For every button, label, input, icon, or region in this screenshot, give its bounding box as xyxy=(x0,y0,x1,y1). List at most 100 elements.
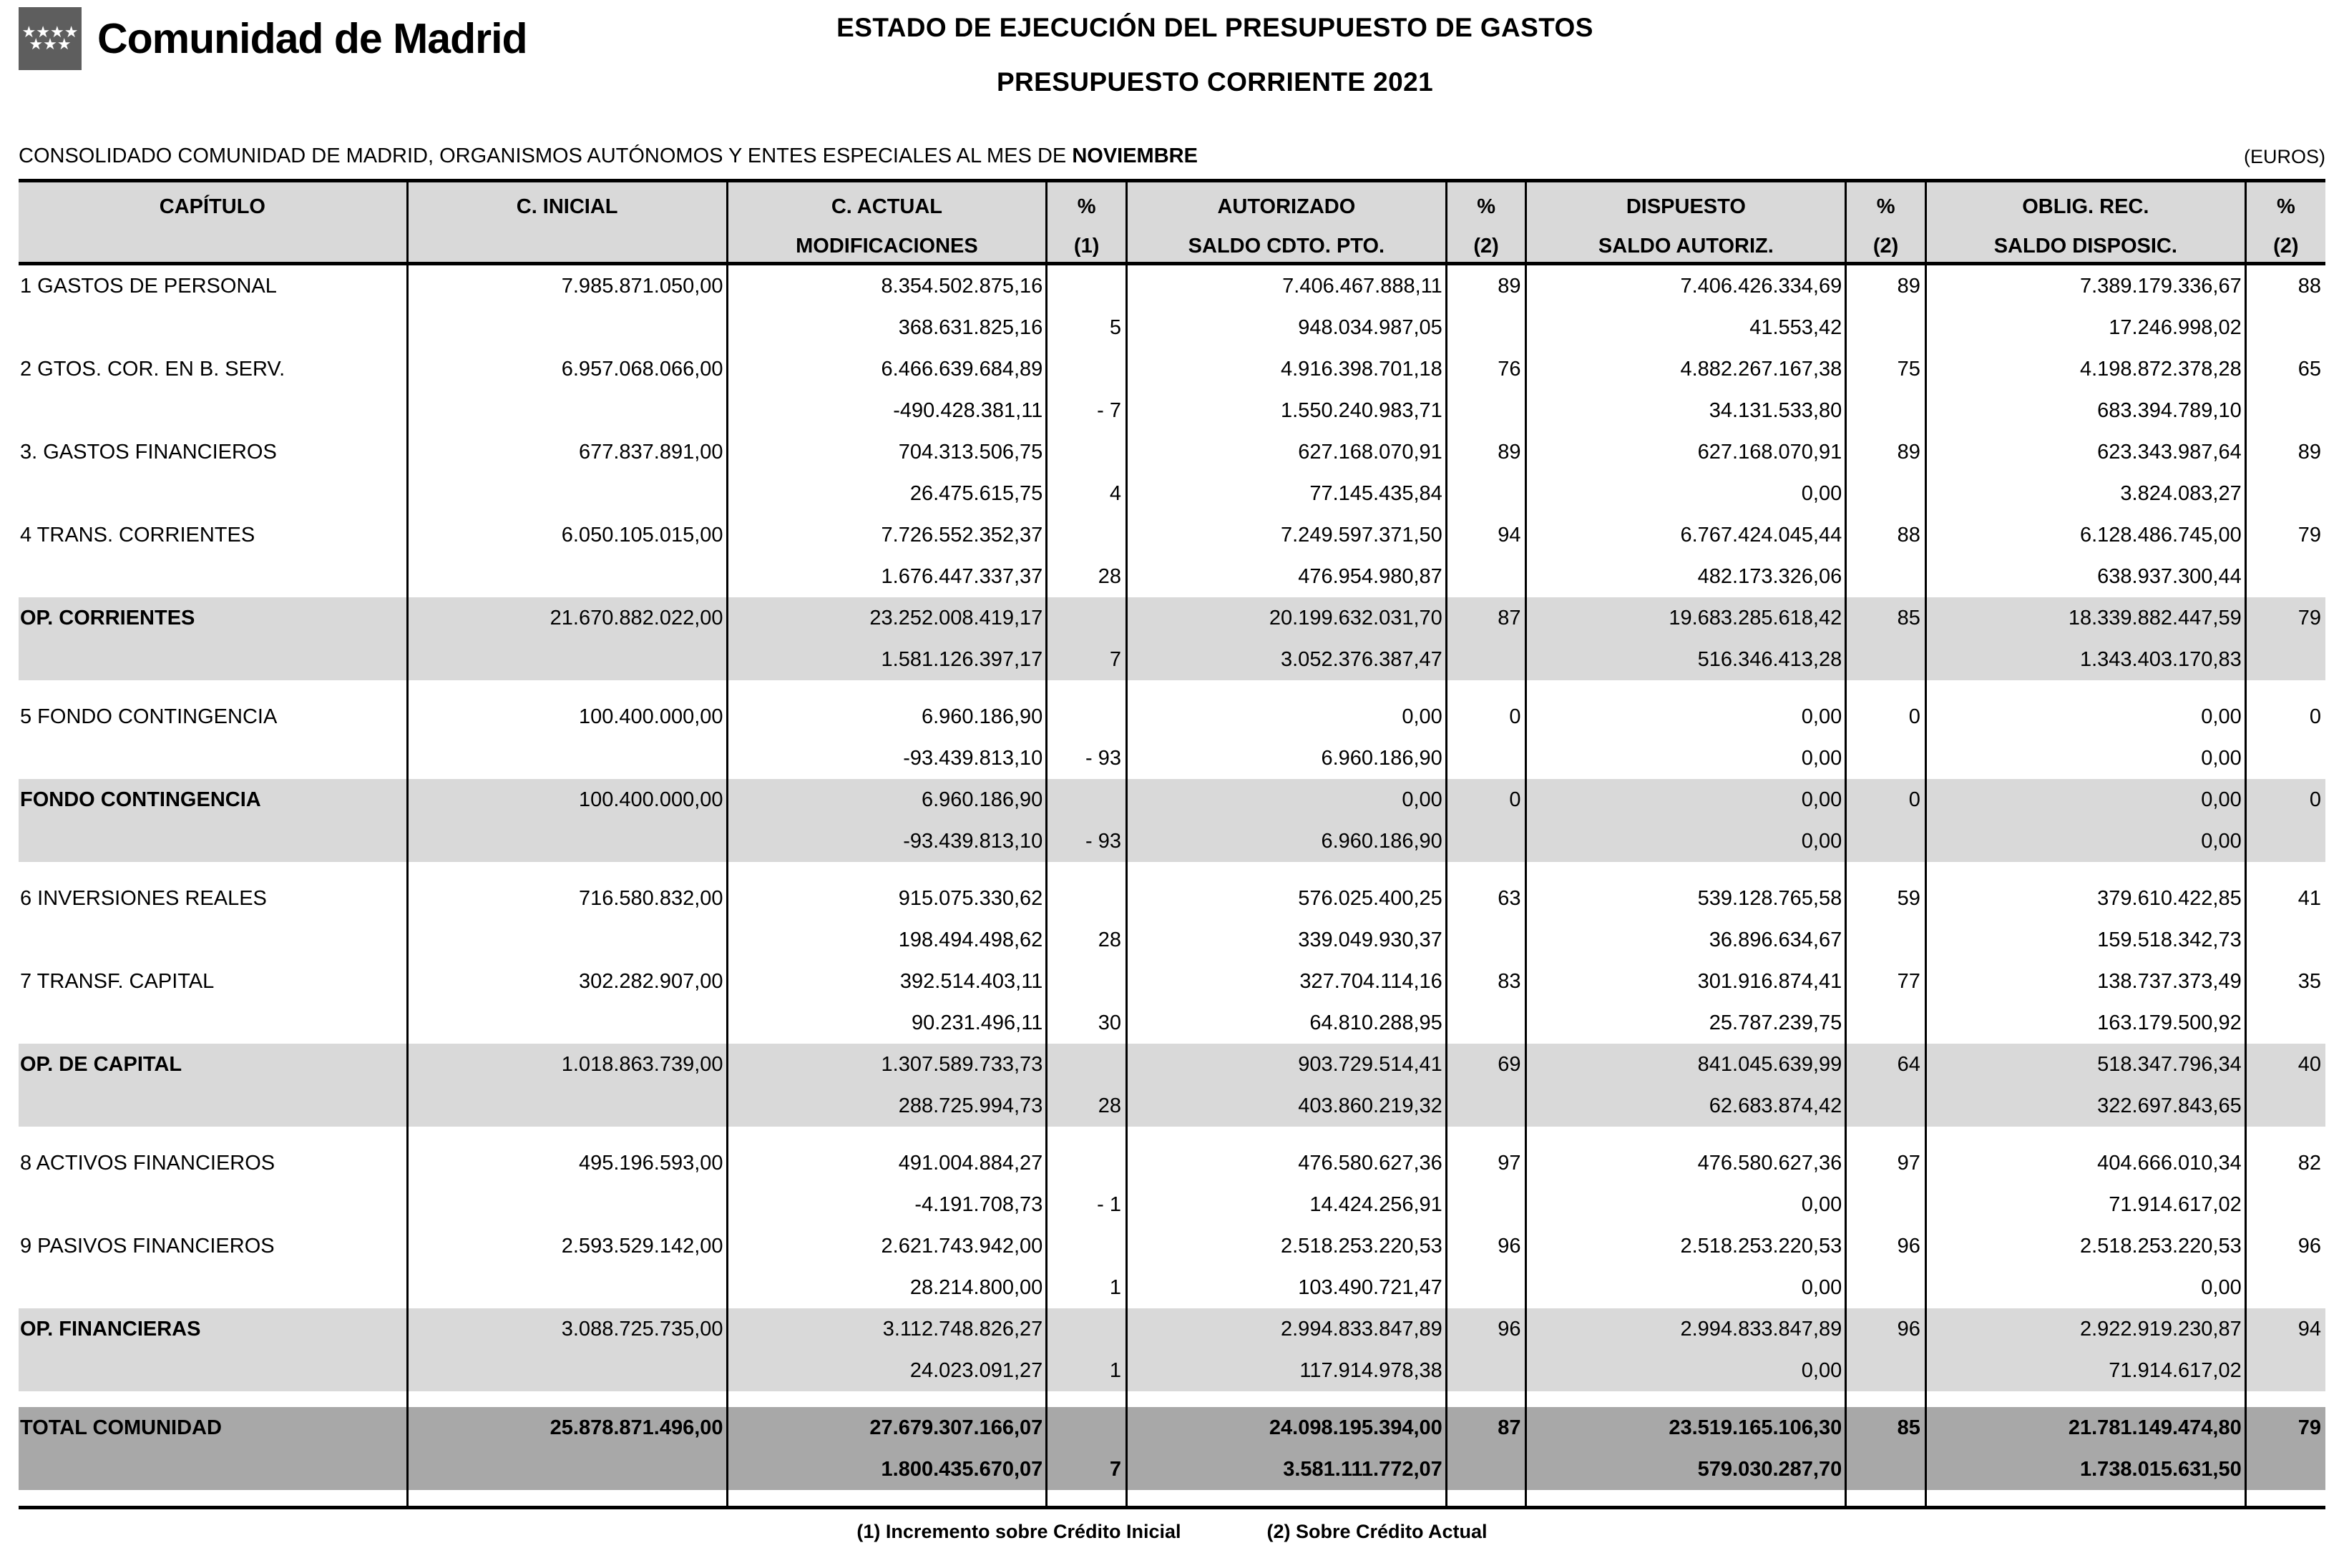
cell-line-2: -93.439.813,10 xyxy=(903,830,1043,853)
col-header-pct2a: % (2) xyxy=(1445,180,1528,265)
spacer xyxy=(1128,1127,1445,1142)
cell-line-2: 1.550.240.983,71 xyxy=(1281,399,1442,422)
cell-line-2: 5 xyxy=(1109,316,1121,339)
cell-line-1: 87 xyxy=(1498,1416,1521,1439)
cell-oblig_rec: 21.781.149.474,80 1.738.015.631,50 xyxy=(1924,1407,2247,1490)
cell-line-1: 100.400.000,00 xyxy=(578,788,723,811)
cell-line-1: 6.960.186,90 xyxy=(921,705,1043,728)
cell-c_inicial: 6.050.105.015,00 xyxy=(406,514,728,597)
spacer-cell xyxy=(1445,1391,1528,1407)
cell-line-2: 117.914.978,38 xyxy=(1299,1359,1442,1382)
cell-c_inicial: 2.593.529.142,00 xyxy=(406,1225,728,1308)
spacer xyxy=(1128,680,1445,696)
cell-line-1: 6.466.639.684,89 xyxy=(881,358,1043,381)
cell-line-2 xyxy=(2247,390,2325,431)
cell-line-2 xyxy=(19,1350,406,1391)
cell-line-1: 138.737.373,49 xyxy=(2097,970,2242,993)
cell-line-2: 6.960.186,90 xyxy=(1321,747,1442,770)
cell-line-2: 4 xyxy=(1109,482,1121,505)
col-header-pct2c: % (2) xyxy=(2244,180,2325,265)
cell-oblig_rec: 404.666.010,34 71.914.617,02 xyxy=(1924,1142,2247,1225)
spacer-cell xyxy=(2244,862,2325,878)
cell-line-1: 7.249.597.371,50 xyxy=(1281,524,1442,547)
cell-line-1: 6 INVERSIONES REALES xyxy=(20,887,267,910)
cell-line-1: 4.198.872.378,28 xyxy=(2079,358,2242,381)
cell-pct1_a: 7 xyxy=(1045,1407,1128,1490)
cell-line-2 xyxy=(409,738,726,779)
cell-line-2 xyxy=(1847,1267,1925,1308)
spacer xyxy=(1128,1490,1445,1506)
cell-line-2 xyxy=(2247,639,2325,680)
spacer xyxy=(728,1391,1046,1407)
cell-line-2: 159.518.342,73 xyxy=(2097,928,2242,951)
cell-c_actual: 2.621.743.942,00 28.214.800,00 xyxy=(726,1225,1048,1308)
cell-line-1: 3.088.725.735,00 xyxy=(561,1318,723,1341)
cell-c_actual: 8.354.502.875,16 368.631.825,16 xyxy=(726,263,1048,348)
cell-pct1_a: 28 xyxy=(1045,514,1128,597)
cell-line-1: 25.878.871.496,00 xyxy=(550,1416,723,1439)
cell-oblig_rec: 0,00 0,00 xyxy=(1924,779,2247,862)
cell-line-1: 100.400.000,00 xyxy=(578,705,723,728)
col-header-pct2b-l1: % xyxy=(1876,195,1895,218)
cell-line-2 xyxy=(2247,1002,2325,1044)
cell-autorizado: 327.704.114,16 64.810.288,95 xyxy=(1125,961,1447,1044)
cell-line-2 xyxy=(1447,1085,1525,1127)
cell-line-2: - 1 xyxy=(1097,1193,1121,1216)
cell-line-2: 103.490.721,47 xyxy=(1298,1276,1442,1299)
cell-pct2a_a: 69 xyxy=(1445,1044,1528,1127)
cell-line-2: 3.052.376.387,47 xyxy=(1281,648,1442,671)
spacer xyxy=(1048,1490,1125,1506)
cell-pct2b_a: 85 xyxy=(1845,1407,1927,1490)
cell-line-1: 77 xyxy=(1897,970,1920,993)
cell-pct2a_a: 96 xyxy=(1445,1308,1528,1391)
cell-line-2: 14.424.256,91 xyxy=(1309,1193,1442,1216)
table-row: 2 GTOS. COR. EN B. SERV. 6.957.068.066,00… xyxy=(19,348,2325,431)
cell-line-2 xyxy=(409,919,726,961)
cell-pct2a_a: 76 xyxy=(1445,348,1528,431)
cell-pct2b_a: 96 xyxy=(1845,1225,1927,1308)
cell-line-2 xyxy=(1447,639,1525,680)
cell-chapter: 2 GTOS. COR. EN B. SERV. xyxy=(19,348,409,431)
col-header-pct1-l1: % xyxy=(1077,195,1096,218)
cell-line-1: 69 xyxy=(1498,1053,1521,1076)
cell-pct1_a: - 93 xyxy=(1045,696,1128,779)
cell-line-1: 21.781.149.474,80 xyxy=(2068,1416,2242,1439)
cell-line-2: 26.475.615,75 xyxy=(909,482,1043,505)
cell-c_actual: 6.466.639.684,89 -490.428.381,11 xyxy=(726,348,1048,431)
cell-pct2c_a: 94 xyxy=(2244,1308,2325,1391)
cell-line-2: 28.214.800,00 xyxy=(909,1276,1043,1299)
cell-line-2: 1 xyxy=(1109,1359,1121,1382)
cell-line-1: 85 xyxy=(1897,1416,1920,1439)
cell-dispuesto: 4.882.267.167,38 34.131.533,80 xyxy=(1525,348,1847,431)
cell-line-1 xyxy=(1048,1225,1125,1267)
spacer-cell xyxy=(726,680,1048,696)
spacer-cell xyxy=(1924,1127,2247,1142)
cell-line-2: 30 xyxy=(1098,1011,1121,1034)
cell-line-2: 0,00 xyxy=(1801,830,1842,853)
cell-line-1: 23.252.008.419,17 xyxy=(869,607,1043,629)
cell-line-1: 2.922.919.230,87 xyxy=(2079,1318,2242,1341)
cell-pct1_a: 4 xyxy=(1045,431,1128,514)
spacer-cell xyxy=(1045,1127,1128,1142)
cell-line-1: 576.025.400,25 xyxy=(1298,887,1442,910)
cell-pct2c_a: 79 xyxy=(2244,514,2325,597)
cell-chapter: 1 GASTOS DE PERSONAL xyxy=(19,263,409,348)
spacer xyxy=(1527,680,1845,696)
col-header-dispuesto: DISPUESTO SALDO AUTORIZ. xyxy=(1525,180,1847,265)
cell-pct2b_a: 0 xyxy=(1845,696,1927,779)
cell-line-2: 0,00 xyxy=(2201,830,2242,853)
cell-line-2: 0,00 xyxy=(1801,747,1842,770)
cell-chapter: 9 PASIVOS FINANCIEROS xyxy=(19,1225,409,1308)
cell-chapter: OP. CORRIENTES xyxy=(19,597,409,680)
spacer-cell xyxy=(1045,680,1128,696)
stars-bottom: ★★★ xyxy=(29,36,72,54)
cell-line-2: 3.824.083,27 xyxy=(2120,482,2242,505)
cell-line-1: 4.916.398.701,18 xyxy=(1281,358,1442,381)
cell-line-2: 368.631.825,16 xyxy=(898,316,1043,339)
cell-line-1: 35 xyxy=(2297,970,2321,993)
report-header: ★★★★ ★★★ Comunidad de Madrid ESTADO DE E… xyxy=(19,0,2325,136)
cell-line-2 xyxy=(2247,1184,2325,1225)
cell-line-1 xyxy=(1048,961,1125,1002)
cell-chapter: FONDO CONTINGENCIA xyxy=(19,779,409,862)
cell-line-2: - 93 xyxy=(1085,747,1121,770)
